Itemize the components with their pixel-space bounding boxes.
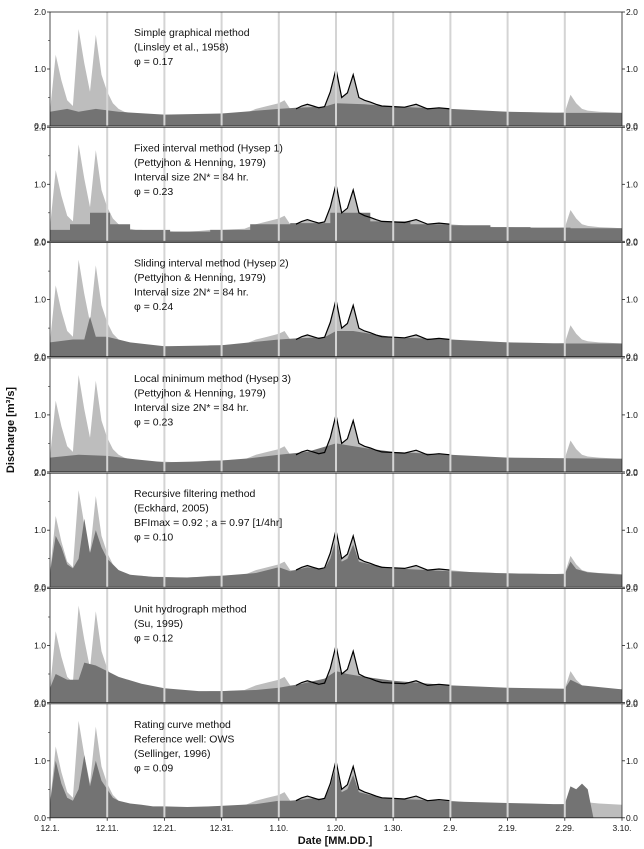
method-annotation-line: (Pettyjhon & Henning, 1979)	[134, 387, 266, 399]
y-tick-label-right: 1.0	[626, 295, 638, 305]
method-annotation-line: BFImax = 0.92 ; a = 0.97 [1/4hr]	[134, 517, 282, 529]
x-tick-label: 1.20.	[327, 823, 346, 833]
y-tick-label: 1.0	[34, 641, 46, 651]
y-tick-label: 2.0	[34, 7, 46, 17]
method-annotation-line: φ = 0.10	[134, 532, 173, 544]
x-tick-label: 2.9.	[443, 823, 457, 833]
y-tick-label: 0.0	[34, 236, 46, 246]
method-annotation-line: Sliding interval method (Hysep 2)	[134, 258, 289, 270]
y-tick-label-right: 1.0	[626, 756, 638, 766]
method-annotation-line: Reference well: OWS	[134, 733, 234, 745]
method-annotation-line: (Eckhard, 2005)	[134, 503, 209, 515]
y-tick-label-right: 2.0	[626, 699, 638, 709]
method-annotation-line: (Pettyjhon & Henning, 1979)	[134, 157, 266, 169]
panel-7: 0.0 0.0 1.0 1.0 2.0 2.0 Rating curve method Ref…	[34, 699, 638, 823]
x-axis-label: Date [MM.DD.]	[298, 835, 373, 847]
observed-flow-line	[295, 184, 451, 225]
observed-flow-line	[295, 645, 451, 687]
y-tick-label-right: 1.0	[626, 410, 638, 420]
method-annotation-line: φ = 0.17	[134, 56, 173, 68]
method-annotation-line: Local minimum method (Hysep 3)	[134, 373, 291, 385]
method-annotation-line: Interval size 2N* = 84 hr.	[134, 171, 249, 183]
x-tick-label: 3.10.	[613, 823, 632, 833]
y-tick-label-right: 2.0	[626, 122, 638, 132]
y-tick-label: 2.0	[34, 238, 46, 248]
y-tick-label-right: 0.0	[626, 813, 638, 823]
y-tick-label-right: 1.0	[626, 641, 638, 651]
method-annotation-line: Rating curve method	[134, 719, 231, 731]
observed-flow-line	[295, 299, 451, 341]
y-tick-label: 1.0	[34, 64, 46, 74]
method-annotation-line: (Linsley et al., 1958)	[134, 42, 229, 54]
panel-6: 0.0 0.0 1.0 1.0 2.0 2.0 Unit hydrograph method…	[34, 584, 638, 708]
observed-flow-line	[295, 760, 451, 802]
observed-flow-line	[295, 414, 451, 456]
y-axis-label: Discharge [m³/s]	[5, 387, 17, 474]
method-annotation-line: (Su, 1995)	[134, 618, 183, 630]
method-annotation-line: φ = 0.23	[134, 416, 173, 428]
panel-1: 0.0 0.0 1.0 1.0 2.0 2.0 Simple graphical metho…	[34, 7, 638, 131]
panel-2: 0.0 0.0 1.0 1.0 2.0 2.0 Fixed interval method …	[34, 122, 638, 246]
y-tick-label-right: 0.0	[626, 582, 638, 592]
y-tick-label-right: 2.0	[626, 353, 638, 363]
y-tick-label: 0.0	[34, 582, 46, 592]
y-tick-label-right: 2.0	[626, 7, 638, 17]
y-tick-label: 2.0	[34, 468, 46, 478]
x-tick-label: 1.10.	[269, 823, 288, 833]
observed-flow-line	[295, 68, 451, 110]
method-annotation-line: Interval size 2N* = 84 hr.	[134, 287, 249, 299]
y-tick-label: 2.0	[34, 699, 46, 709]
method-annotation-line: φ = 0.12	[134, 633, 173, 645]
x-tick-label: 12.21.	[153, 823, 177, 833]
x-tick-label: 1.30.	[384, 823, 403, 833]
y-tick-label: 1.0	[34, 525, 46, 535]
y-tick-label: 2.0	[34, 353, 46, 363]
y-tick-label: 1.0	[34, 179, 46, 189]
y-tick-label-right: 0.0	[626, 698, 638, 708]
y-tick-label: 1.0	[34, 295, 46, 305]
method-annotation-line: Recursive filtering method	[134, 488, 256, 500]
y-tick-label-right: 1.0	[626, 179, 638, 189]
y-tick-label: 2.0	[34, 122, 46, 132]
y-tick-label-right: 0.0	[626, 121, 638, 131]
y-tick-label: 1.0	[34, 410, 46, 420]
x-tick-label: 12.1.	[41, 823, 60, 833]
y-tick-label: 1.0	[34, 756, 46, 766]
y-tick-label-right: 2.0	[626, 238, 638, 248]
method-annotation-line: (Sellinger, 1996)	[134, 748, 210, 760]
panel-3: 0.0 0.0 1.0 1.0 2.0 2.0 Sliding interval metho…	[34, 238, 638, 362]
method-annotation-line: Interval size 2N* = 84 hr.	[134, 402, 249, 414]
method-annotation-line: Unit hydrograph method	[134, 604, 247, 616]
observed-flow-line	[295, 530, 451, 571]
panels-group: 0.0 0.0 1.0 1.0 2.0 2.0 Simple graphical metho…	[34, 7, 638, 833]
x-tick-label: 12.31.	[210, 823, 234, 833]
y-tick-label-right: 0.0	[626, 467, 638, 477]
y-tick-label-right: 0.0	[626, 236, 638, 246]
panel-5: 0.0 0.0 1.0 1.0 2.0 2.0 Recursive filtering me…	[34, 468, 638, 592]
method-annotation-line: φ = 0.09	[134, 762, 173, 774]
y-tick-label: 0.0	[34, 352, 46, 362]
y-tick-label: 0.0	[34, 121, 46, 131]
x-tick-label: 2.19.	[498, 823, 517, 833]
y-tick-label-right: 1.0	[626, 64, 638, 74]
y-tick-label: 0.0	[34, 467, 46, 477]
y-tick-label: 0.0	[34, 698, 46, 708]
method-annotation-line: φ = 0.24	[134, 301, 173, 313]
x-tick-label: 2.29.	[555, 823, 574, 833]
method-annotation-line: (Pettyjhon & Henning, 1979)	[134, 272, 266, 284]
panel-4: 0.0 0.0 1.0 1.0 2.0 2.0 Local minimum method (…	[34, 353, 638, 477]
baseflow-area	[50, 755, 594, 818]
method-annotation-line: φ = 0.23	[134, 186, 173, 198]
method-annotation-line: Fixed interval method (Hysep 1)	[134, 142, 283, 154]
y-tick-label-right: 0.0	[626, 352, 638, 362]
y-tick-label: 2.0	[34, 584, 46, 594]
y-tick-label-right: 1.0	[626, 525, 638, 535]
y-tick-label-right: 2.0	[626, 584, 638, 594]
y-tick-label: 0.0	[34, 813, 46, 823]
y-tick-label-right: 2.0	[626, 468, 638, 478]
method-annotation-line: Simple graphical method	[134, 27, 250, 39]
x-tick-label: 12.11.	[96, 823, 119, 833]
